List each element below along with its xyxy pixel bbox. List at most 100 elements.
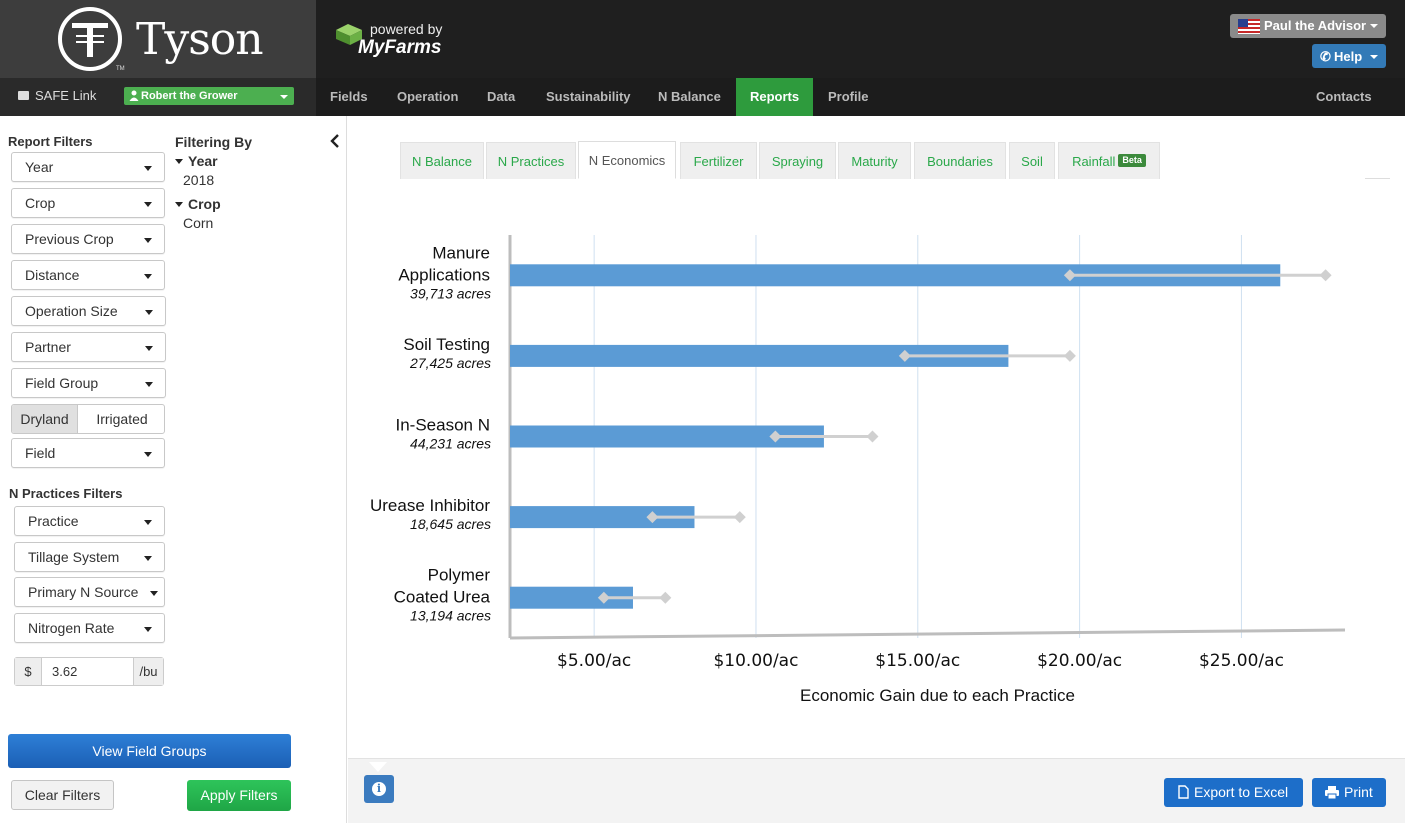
tab-soil[interactable]: Soil xyxy=(1009,142,1055,179)
dropdown-label: Nitrogen Rate xyxy=(28,620,115,636)
filtering-by-title: Filtering By xyxy=(175,134,252,150)
export-to-excel-button[interactable]: Export to Excel xyxy=(1164,778,1303,807)
user-name: Paul the Advisor xyxy=(1264,18,1367,33)
filter-label: Year xyxy=(188,153,218,169)
info-button[interactable]: i xyxy=(364,775,394,803)
range-marker xyxy=(866,430,879,443)
apply-filters-button[interactable]: Apply Filters xyxy=(187,780,291,811)
range-marker xyxy=(597,591,610,604)
year-dropdown[interactable]: Year xyxy=(11,152,165,182)
nav-fields[interactable]: Fields xyxy=(330,89,368,104)
tab-n-economics[interactable]: N Economics xyxy=(578,141,676,179)
dropdown-label: Operation Size xyxy=(25,303,118,319)
distance-dropdown[interactable]: Distance xyxy=(11,260,165,290)
per-bushel-suffix: /bu xyxy=(133,658,163,685)
nav-profile[interactable]: Profile xyxy=(828,89,869,104)
previous-crop-dropdown[interactable]: Previous Crop xyxy=(11,224,165,254)
category-label: Coated Urea xyxy=(394,588,491,607)
safe-link[interactable]: SAFE Link xyxy=(18,88,96,103)
category-label: Manure xyxy=(432,243,490,262)
operation-size-dropdown[interactable]: Operation Size xyxy=(11,296,166,326)
chevron-down-icon xyxy=(144,556,152,561)
tab-boundaries[interactable]: Boundaries xyxy=(914,142,1006,179)
dropdown-label: Primary N Source xyxy=(28,584,139,600)
range-marker xyxy=(1063,349,1076,362)
tab-label: N Balance xyxy=(412,154,472,169)
x-tick-label: $10.00/ac xyxy=(713,651,798,671)
print-button[interactable]: Print xyxy=(1312,778,1386,807)
tyson-logo[interactable]: Tyson TM xyxy=(0,0,316,78)
irrigated-option[interactable]: Irrigated xyxy=(96,411,148,427)
tab-n-balance[interactable]: N Balance xyxy=(400,142,484,179)
n-economics-chart: $5.00/ac $10.00/ac $15.00/ac $20.00/ac $25.0… xyxy=(370,235,1346,705)
bar xyxy=(510,586,633,609)
myfarms-cube-icon xyxy=(336,24,362,45)
dryland-option[interactable]: Dryland xyxy=(12,405,78,433)
nav-operation[interactable]: Operation xyxy=(397,89,459,104)
chevron-down-icon xyxy=(144,627,152,632)
filtering-by-year[interactable]: Year xyxy=(175,153,218,169)
range-marker xyxy=(733,511,746,524)
n-practices-filters-title: N Practices Filters xyxy=(9,486,123,501)
field-dropdown[interactable]: Field xyxy=(11,438,165,468)
tab-maturity[interactable]: Maturity xyxy=(838,142,911,179)
practice-dropdown[interactable]: Practice xyxy=(14,506,165,536)
nav-sustainability[interactable]: Sustainability xyxy=(546,89,631,104)
partner-dropdown[interactable]: Partner xyxy=(11,332,166,362)
nitrogen-rate-dropdown[interactable]: Nitrogen Rate xyxy=(14,613,165,643)
view-field-groups-button[interactable]: View Field Groups xyxy=(8,734,291,768)
tab-n-practices[interactable]: N Practices xyxy=(486,142,576,179)
grower-select[interactable]: Robert the Grower xyxy=(124,87,294,105)
chevron-down-icon xyxy=(144,166,152,171)
export-label: Export to Excel xyxy=(1194,784,1289,800)
dropdown-label: Field Group xyxy=(25,375,99,391)
help-button[interactable]: ✆ Help xyxy=(1312,44,1386,68)
info-notch xyxy=(369,762,387,772)
nav-n-balance[interactable]: N Balance xyxy=(658,89,721,104)
crop-dropdown[interactable]: Crop xyxy=(11,188,165,218)
lock-icon xyxy=(18,91,29,100)
range-marker xyxy=(898,349,911,362)
tab-label: Fertilizer xyxy=(693,154,744,169)
dropdown-label: Tillage System xyxy=(28,549,120,565)
tab-label: Boundaries xyxy=(927,154,993,169)
acres-label: 18,645 acres xyxy=(410,516,491,532)
person-icon xyxy=(129,90,139,101)
nav-data[interactable]: Data xyxy=(487,89,516,104)
chevron-down-icon xyxy=(144,520,152,525)
corn-price-input[interactable] xyxy=(42,658,135,685)
dropdown-label: Year xyxy=(25,159,54,175)
dropdown-label: Distance xyxy=(25,267,80,283)
bar xyxy=(510,264,1281,287)
primary-n-source-dropdown[interactable]: Primary N Source xyxy=(14,577,165,607)
user-menu-button[interactable]: Paul the Advisor xyxy=(1230,14,1386,38)
chevron-left-icon[interactable] xyxy=(329,134,341,148)
x-axis-title: Economic Gain due to each Practice xyxy=(800,686,1075,705)
chevron-down-icon xyxy=(145,310,153,315)
acres-label: 13,194 acres xyxy=(410,608,491,624)
clear-filters-button[interactable]: Clear Filters xyxy=(11,780,114,810)
tab-rainfall[interactable]: Rainfall Beta xyxy=(1058,142,1160,179)
category-label: In-Season N xyxy=(396,416,491,435)
tillage-system-dropdown[interactable]: Tillage System xyxy=(14,542,165,572)
divider xyxy=(1365,178,1390,179)
bar xyxy=(510,506,695,529)
nav-reports[interactable]: Reports xyxy=(736,78,814,116)
category-label: Soil Testing xyxy=(403,335,490,354)
tab-spraying[interactable]: Spraying xyxy=(759,142,836,179)
filtering-by-label: Filtering By xyxy=(175,134,253,150)
field-group-dropdown[interactable]: Field Group xyxy=(11,368,166,398)
range-marker xyxy=(1319,269,1332,282)
x-tick-label: $15.00/ac xyxy=(875,651,960,671)
acres-label: 27,425 acres xyxy=(409,355,491,371)
filters-sidebar: Report Filters Year Crop Previous Crop D… xyxy=(0,116,347,823)
phone-icon: ✆ xyxy=(1320,49,1331,64)
chevron-down-icon xyxy=(150,591,158,596)
range-marker xyxy=(769,430,782,443)
info-icon: i xyxy=(372,782,386,796)
tab-fertilizer[interactable]: Fertilizer xyxy=(680,142,757,179)
nav-contacts[interactable]: Contacts xyxy=(1316,89,1372,104)
range-marker xyxy=(1063,269,1076,282)
chevron-down-icon xyxy=(144,202,152,207)
filtering-by-crop[interactable]: Crop xyxy=(175,196,221,212)
